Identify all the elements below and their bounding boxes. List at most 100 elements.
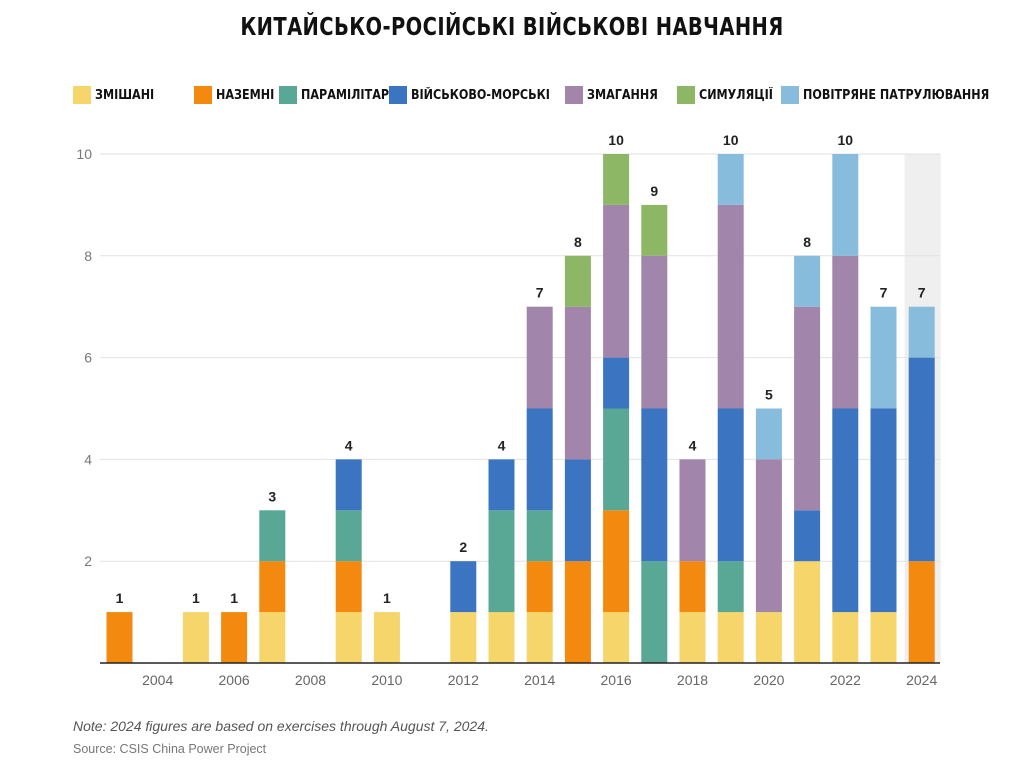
legend-swatch	[194, 86, 212, 104]
bar-segment-2012-0	[450, 612, 477, 663]
bar-segment-2019-2	[717, 561, 744, 613]
bar-segment-2021-3	[794, 510, 821, 562]
bar-segment-2019-0	[717, 612, 744, 663]
bar-segment-2019-6	[717, 154, 744, 205]
bar-segment-2018-0	[679, 612, 706, 663]
bar-segment-2017-5	[641, 204, 668, 256]
bar-segment-2023-3	[870, 408, 897, 613]
bar-segment-2013-0	[488, 612, 515, 663]
bar-segment-2003-1	[106, 612, 133, 663]
legend-swatch	[781, 86, 799, 104]
total-label-2003: 1	[116, 590, 124, 606]
total-label-2009: 4	[345, 437, 353, 453]
legend-item-6: ПОВІТРЯНЕ ПАТРУЛЮВАННЯ	[781, 86, 1020, 104]
bar-segment-2007-1	[259, 561, 286, 613]
bar-segment-2007-0	[259, 612, 286, 663]
total-label-2006: 1	[230, 590, 238, 606]
bar-segment-2021-6	[794, 255, 821, 307]
bar-segment-2020-6	[755, 408, 782, 460]
bar-segment-2022-6	[832, 154, 859, 256]
legend-swatch	[677, 86, 695, 104]
total-label-2023: 7	[880, 285, 888, 301]
total-label-2024: 7	[918, 285, 926, 301]
bar-segment-2013-2	[488, 510, 515, 613]
bar-segment-2007-2	[259, 510, 286, 562]
chart-source: Source: CSIS China Power Project	[73, 742, 267, 756]
legend-label: ПАРАМІЛІТАРНІ	[301, 87, 403, 103]
total-label-2022: 10	[838, 132, 854, 148]
total-label-2007: 3	[268, 488, 276, 504]
bar-segment-2012-3	[450, 561, 477, 613]
legend-label: ЗМІШАНІ	[95, 87, 155, 103]
total-label-2010: 1	[383, 590, 391, 606]
bar-segment-2016-4	[603, 204, 630, 358]
bar-segment-2015-5	[564, 255, 591, 307]
legend-label: ЗМАГАННЯ	[587, 87, 658, 103]
bar-segment-2009-2	[335, 510, 362, 562]
x-tick-label: 2022	[830, 672, 861, 688]
legend-item-3: ВІЙСЬКОВО-МОРСЬКІ	[389, 86, 573, 104]
bar-segment-2016-0	[603, 612, 630, 663]
legend-item-1: НАЗЕМНІ	[194, 86, 284, 104]
total-label-2017: 9	[650, 183, 658, 199]
legend-swatch	[73, 86, 91, 104]
x-tick-label: 2020	[753, 672, 784, 688]
bar-segment-2014-3	[526, 408, 553, 511]
legend-label: НАЗЕМНІ	[216, 87, 275, 103]
bar-segment-2013-3	[488, 459, 515, 511]
bar-segment-2021-0	[794, 561, 821, 663]
legend-item-5: СИМУЛЯЦІЇ	[677, 86, 785, 104]
chart-title: КИТАЙСЬКО-РОСІЙСЬКІ ВІЙСЬКОВІ НАВЧАННЯ	[240, 12, 784, 41]
total-label-2014: 7	[536, 285, 544, 301]
x-tick-label: 2010	[371, 672, 402, 688]
total-label-2018: 4	[689, 437, 697, 453]
bar-segment-2018-4	[679, 459, 706, 562]
bar-segment-2009-1	[335, 561, 362, 613]
chart-note: Note: 2024 figures are based on exercise…	[73, 718, 489, 734]
bar-segment-2009-3	[335, 459, 362, 511]
legend-label: СИМУЛЯЦІЇ	[699, 87, 773, 103]
total-label-2019: 10	[723, 132, 739, 148]
bar-segment-2024-1	[908, 561, 935, 663]
bar-segment-2015-4	[564, 306, 591, 460]
legend: ЗМІШАНІ НАЗЕМНІ ПАРАМІЛІТАРНІ ВІЙСЬКОВО-МОР…	[73, 86, 989, 106]
total-label-2015: 8	[574, 234, 582, 250]
bar-segment-2017-4	[641, 255, 668, 409]
bar-segment-2017-3	[641, 408, 668, 562]
bar-segment-2015-1	[564, 561, 591, 663]
bar-segment-2006-1	[221, 612, 248, 663]
y-tick-label: 8	[84, 248, 92, 264]
y-tick-label: 10	[76, 146, 92, 162]
bar-segment-2023-6	[870, 306, 897, 409]
bar-segment-2020-0	[755, 612, 782, 663]
legend-swatch	[279, 86, 297, 104]
legend-swatch	[565, 86, 583, 104]
x-tick-label: 2024	[906, 672, 937, 688]
total-label-2013: 4	[498, 437, 506, 453]
x-tick-label: 2008	[295, 672, 326, 688]
total-label-2012: 2	[459, 539, 467, 555]
legend-item-0: ЗМІШАНІ	[73, 86, 164, 104]
bar-segment-2016-5	[603, 154, 630, 205]
y-tick-label: 4	[84, 451, 92, 467]
total-label-2005: 1	[192, 590, 200, 606]
x-tick-label: 2012	[448, 672, 479, 688]
bar-segment-2010-0	[373, 612, 400, 663]
legend-item-2: ПАРАМІЛІТАРНІ	[279, 86, 419, 104]
bar-segment-2009-0	[335, 612, 362, 663]
bar-segment-2014-2	[526, 510, 553, 562]
bar-segment-2022-0	[832, 612, 859, 663]
bar-segment-2014-1	[526, 561, 553, 613]
total-label-2016: 10	[608, 132, 624, 148]
bar-segment-2005-0	[182, 612, 209, 663]
bar-segment-2016-3	[603, 357, 630, 409]
y-tick-label: 2	[84, 553, 92, 569]
bar-segment-2021-4	[794, 306, 821, 511]
x-tick-label: 2018	[677, 672, 708, 688]
legend-label: ВІЙСЬКОВО-МОРСЬКІ	[411, 87, 550, 103]
bar-segment-2016-1	[603, 510, 630, 613]
bar-segment-2020-4	[755, 459, 782, 613]
total-label-2021: 8	[803, 234, 811, 250]
bar-segment-2014-0	[526, 612, 553, 663]
